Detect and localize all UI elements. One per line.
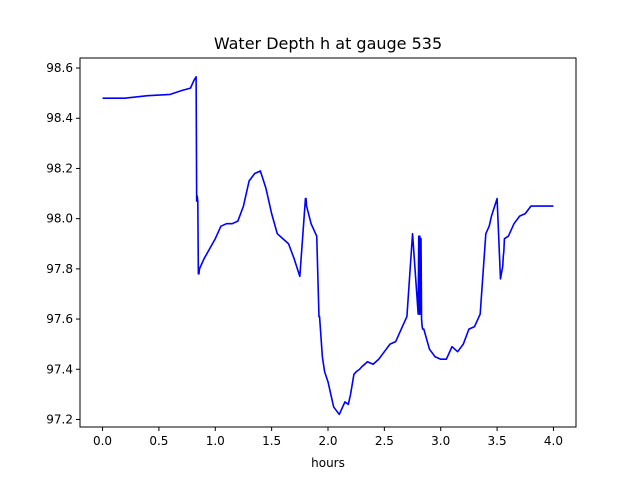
y-tick-label: 97.8 <box>46 262 73 276</box>
line-layer <box>102 76 554 416</box>
plot-background <box>80 58 576 427</box>
x-tick-label: 2.5 <box>375 434 394 448</box>
x-tick-label: 4.0 <box>544 434 563 448</box>
x-tick-label: 3.0 <box>431 434 450 448</box>
x-tick-label: 0.0 <box>93 434 112 448</box>
y-tick-label: 97.2 <box>46 412 73 426</box>
y-tick-label: 98.2 <box>46 161 73 175</box>
x-tick-label: 0.5 <box>149 434 168 448</box>
series-line <box>102 76 554 416</box>
x-tick-label: 2.0 <box>318 434 337 448</box>
y-tick-label: 97.6 <box>46 312 73 326</box>
chart-title: Water Depth h at gauge 535 <box>214 34 442 53</box>
x-tick-label: 1.0 <box>206 434 225 448</box>
y-tick-label: 98.6 <box>46 61 73 75</box>
x-tick-label: 3.5 <box>488 434 507 448</box>
x-tick-label: 1.5 <box>262 434 281 448</box>
y-tick-label: 97.4 <box>46 362 73 376</box>
y-tick-label: 98.0 <box>46 212 73 226</box>
x-axis: 0.0 0.5 1.0 1.5 2.0 2.5 3.0 3.5 4.0 <box>93 427 563 448</box>
x-axis-label: hours <box>311 456 345 470</box>
plot-area <box>79 57 577 428</box>
y-axis: 97.2 97.4 97.6 97.8 98.0 98.2 98.4 98.6 <box>46 61 80 426</box>
y-tick-label: 98.4 <box>46 111 73 125</box>
